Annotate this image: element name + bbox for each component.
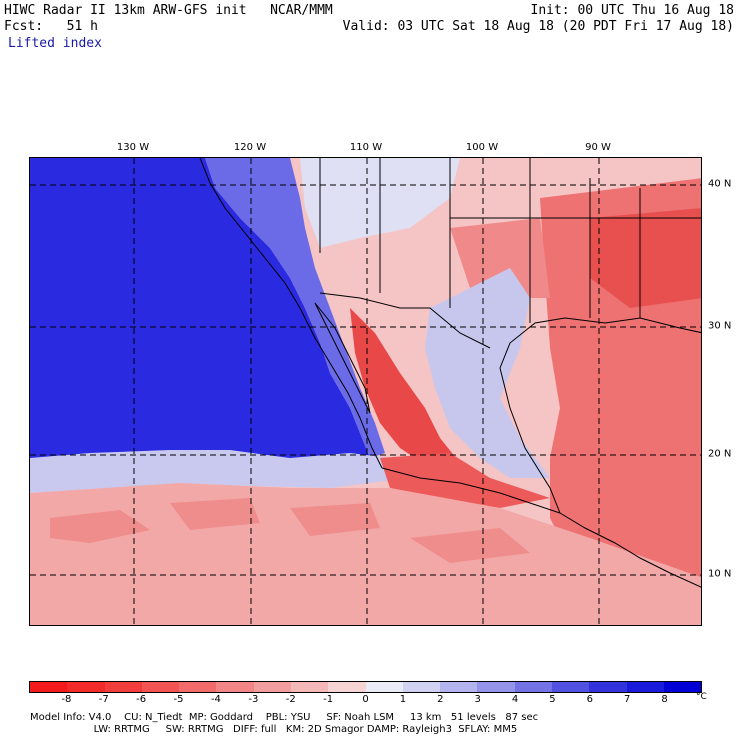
lon-label-120w: 120 W — [233, 142, 267, 153]
colorbar-tick-label: 4 — [511, 694, 519, 705]
colorbar-segment — [328, 682, 366, 692]
colorbar-tick-label: -1 — [323, 694, 334, 705]
state-lines — [319, 158, 701, 323]
pacific-stable-region — [30, 158, 370, 478]
central-us-moderate — [450, 218, 550, 298]
colorbar-segment — [67, 682, 105, 692]
lat-label-20n: 20 N — [708, 448, 732, 460]
colorbar-tick-label: -4 — [210, 694, 221, 705]
colorbar-tick-label: -7 — [98, 694, 109, 705]
lon-label-110w: 110 W — [349, 142, 383, 153]
header-init-time: Init: 00 UTC Thu 16 Aug 18 — [530, 3, 735, 18]
lat-label-10n: 10 N — [708, 568, 732, 580]
map-canvas — [30, 158, 701, 625]
header-valid-time: Valid: 03 UTC Sat 18 Aug 18 (20 PDT Fri … — [342, 19, 734, 34]
southeast-deep-unstable — [590, 208, 701, 308]
lon-label-100w: 100 W — [465, 142, 499, 153]
colorbar-tick-label: -6 — [136, 694, 147, 705]
colorbar-tick-label: -3 — [248, 694, 259, 705]
colorbar-tick-label: 2 — [437, 694, 444, 705]
west-coast-line — [199, 158, 383, 469]
colorbar-segment — [253, 682, 291, 692]
colorbar-tick-label: 8 — [661, 694, 668, 705]
colorbar-segment — [179, 682, 217, 692]
lifted-index-map — [29, 157, 702, 626]
field-name: Lifted index — [8, 36, 102, 51]
colorbar-segment — [477, 682, 515, 692]
colorbar-segment — [290, 682, 329, 692]
lon-label-90w: 90 W — [585, 142, 611, 153]
pacific-light-blue — [30, 450, 410, 493]
colorbar-tick-label: -8 — [61, 694, 72, 705]
colorbar-tick-label: 0 — [362, 694, 369, 705]
coastlines — [199, 158, 701, 588]
colorbar-tick-label: 3 — [474, 694, 481, 705]
lat-lon-grid — [30, 158, 701, 625]
baja-peninsula — [314, 302, 371, 414]
lifted-index-colorbar — [29, 681, 702, 693]
colorbar-segment — [402, 682, 441, 692]
colorbar-segment — [216, 682, 254, 692]
lat-label-30n: 30 N — [708, 320, 732, 332]
pacific-mid-blue — [205, 158, 385, 458]
tropical-band-patches — [50, 498, 530, 563]
header-title: HIWC Radar II 13km ARW-GFS init NCAR/MMM — [4, 3, 333, 18]
colorbar-tick-label: 7 — [624, 694, 631, 705]
colorbar-tick-label: 5 — [549, 694, 556, 705]
header-forecast-hour: Fcst: 51 h — [4, 19, 98, 34]
colorbar-unit: °C — [696, 692, 707, 702]
colorbar-segment — [440, 682, 478, 692]
lat-label-40n: 40 N — [708, 178, 732, 190]
colorbar-segment — [30, 682, 68, 692]
plateau-stable-region — [425, 268, 550, 478]
gulf-coast-line — [381, 317, 701, 514]
lon-label-130w: 130 W — [116, 142, 150, 153]
model-info-line2: LW: RRTMG SW: RRTMG DIFF: full KM: 2D Sm… — [30, 724, 518, 735]
colorbar-tick-label: 6 — [586, 694, 594, 705]
central-america — [559, 512, 701, 588]
mexico-unstable-region — [350, 308, 460, 468]
colorbar-tick-label: -2 — [285, 694, 296, 705]
colorbar-segment — [365, 682, 403, 692]
colorbar-segment — [663, 682, 702, 692]
colorbar-tick-label: 1 — [399, 694, 407, 705]
model-info-line1: Model Info: V4.0 CU: N_Tiedt MP: Goddard… — [30, 712, 539, 723]
colorbar-tick-label: -5 — [173, 694, 184, 705]
colorbar-segment — [626, 682, 664, 692]
colorbar-segment — [589, 682, 627, 692]
colorbar-segment — [104, 682, 142, 692]
colorbar-segment — [514, 682, 552, 692]
us-mexico-border — [319, 292, 491, 349]
colorbar-segment — [551, 682, 590, 692]
colorbar-segment — [141, 682, 180, 692]
